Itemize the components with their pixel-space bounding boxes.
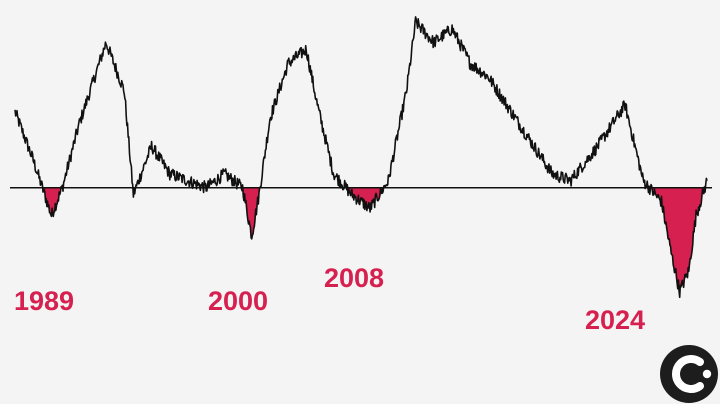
label-2024: 2024 (585, 305, 645, 335)
below-baseline-areas (43, 187, 704, 298)
below-baseline-area (43, 187, 61, 217)
below-baseline-area (652, 187, 704, 298)
label-1989: 1989 (14, 286, 74, 316)
c-logo-icon (660, 345, 718, 403)
below-baseline-area (243, 187, 260, 239)
label-2000: 2000 (208, 286, 268, 316)
series-line (14, 16, 708, 299)
label-2008: 2008 (324, 263, 384, 293)
